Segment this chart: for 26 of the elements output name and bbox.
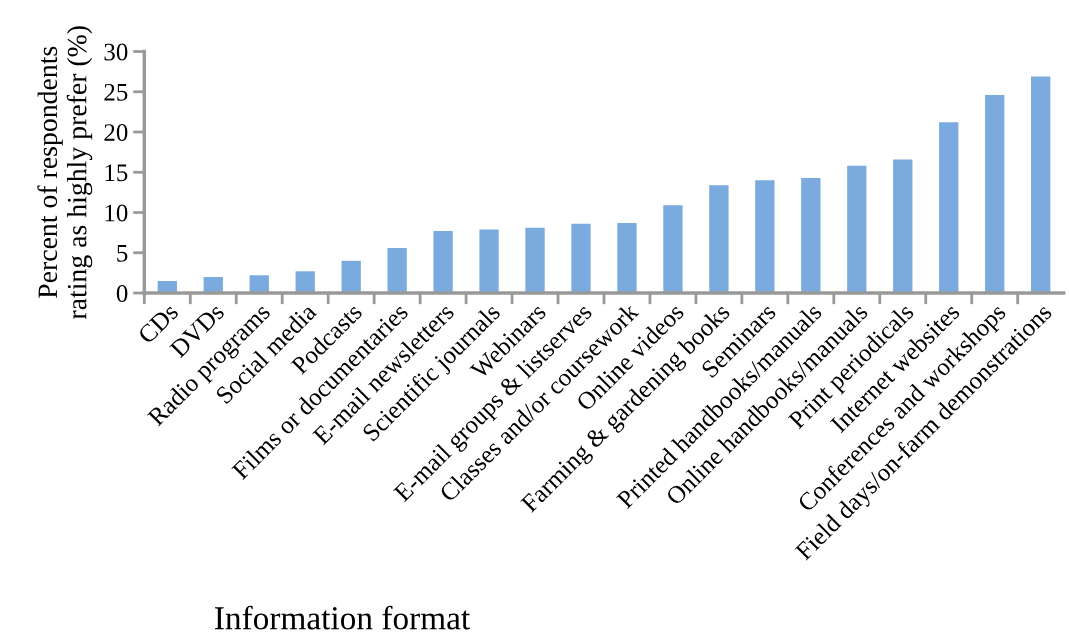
y-tick-label: 20 (104, 124, 128, 141)
bar (755, 180, 775, 294)
y-axis-title: Percent of respondents rating as highly prefer (%) (37, 26, 93, 320)
bar (433, 231, 453, 294)
x-axis-title: Information format (215, 605, 470, 630)
y-tick-label: 25 (104, 83, 128, 101)
bar (479, 229, 499, 294)
y-tick-label: 30 (104, 43, 128, 61)
bar (617, 222, 637, 294)
bar (893, 159, 913, 294)
bar (709, 185, 729, 294)
bar (295, 271, 315, 294)
y-tick-label: 0 (116, 285, 128, 302)
y-tick-label: 15 (105, 164, 128, 182)
y-tick-label: 10 (105, 204, 128, 222)
bar (939, 122, 959, 294)
bar (525, 227, 545, 294)
bar (847, 165, 867, 294)
y-tick-label: 5 (117, 245, 128, 262)
bar (571, 223, 591, 294)
bar (387, 247, 407, 294)
bar (663, 205, 683, 294)
bar (985, 94, 1005, 294)
bar (341, 260, 361, 294)
bar (1031, 76, 1051, 294)
bar (801, 177, 821, 294)
